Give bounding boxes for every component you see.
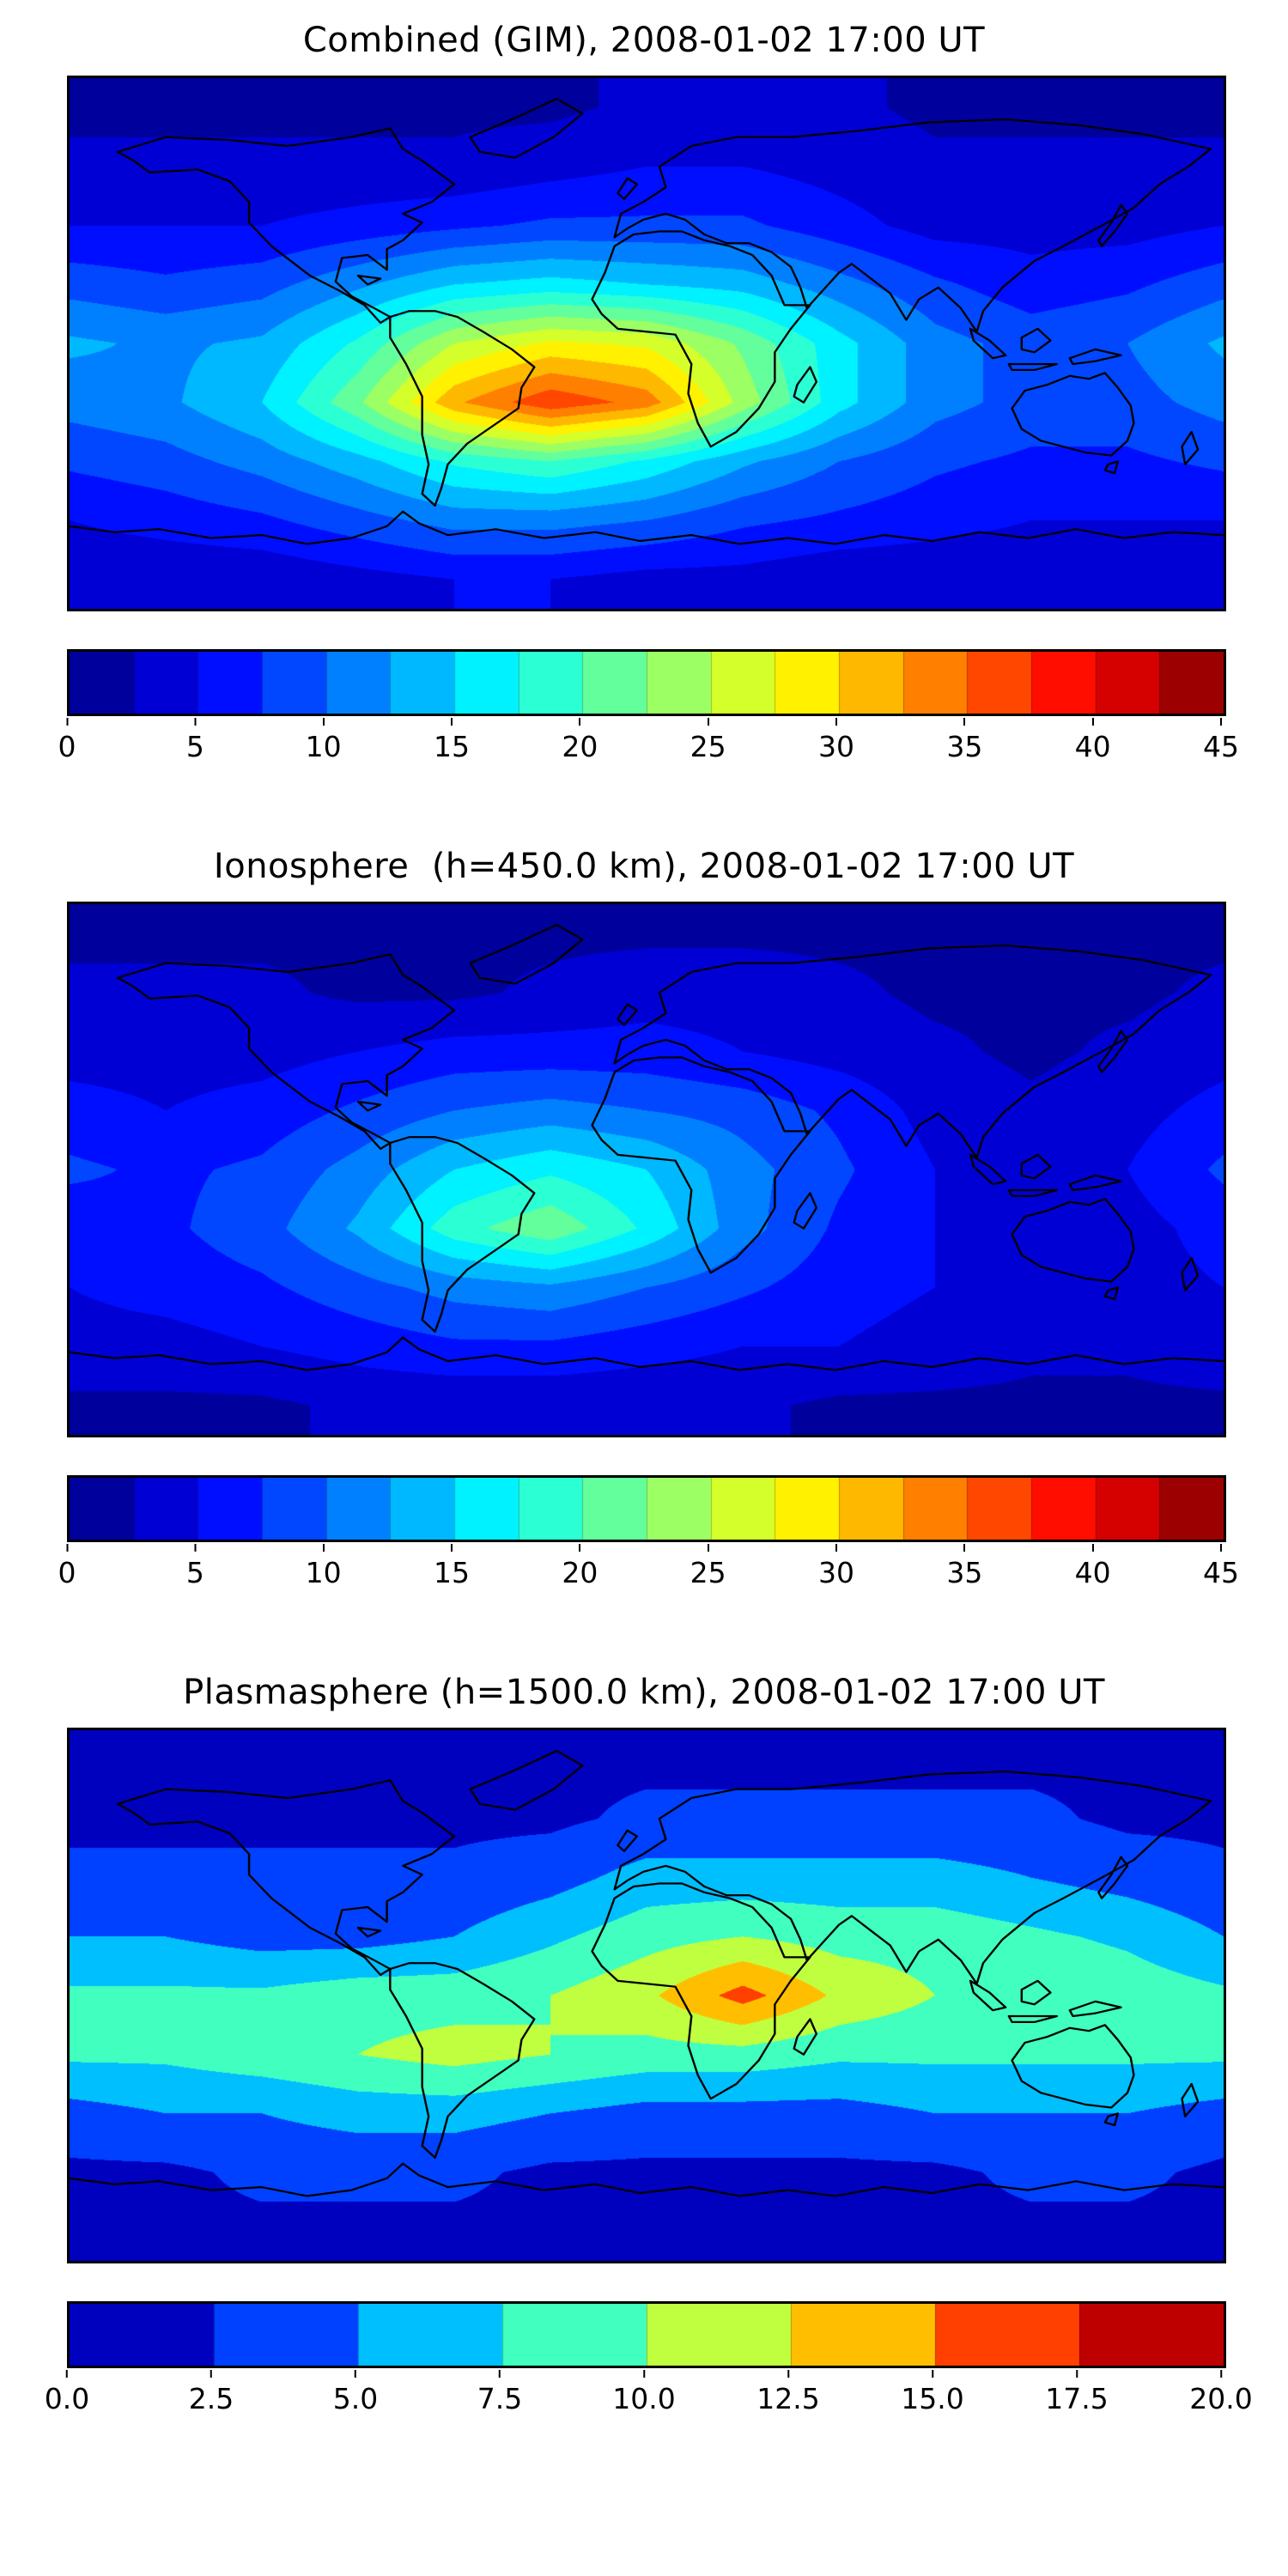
colorbar-tick-label: 12.5 xyxy=(756,2370,819,2415)
panel-combined-gim: Combined (GIM), 2008-01-02 17:00 UT 0 5 10… xyxy=(58,21,1240,771)
colorbar-tick-label: 30 xyxy=(818,718,854,763)
panel-title: Ionosphere (h=450.0 km), 2008-01-02 17:0… xyxy=(213,847,1075,886)
colorbar-tick-label: 0 xyxy=(58,1544,76,1589)
colorbar-tick-label: 2.5 xyxy=(189,2370,234,2415)
tec-heatmap-canvas xyxy=(70,1730,1224,2261)
colorbar-tick-label: 15 xyxy=(434,1544,470,1589)
colorbar-tick-label: 25 xyxy=(690,1544,726,1589)
colorbar-tick-label: 20.0 xyxy=(1189,2370,1252,2415)
colorbar-canvas xyxy=(70,652,1224,714)
colorbar-tick-label: 40 xyxy=(1075,718,1111,763)
colorbar-plasmasphere xyxy=(67,2301,1226,2368)
colorbar-tick-label: 40 xyxy=(1075,1544,1111,1589)
colorbar-tick-label: 20 xyxy=(562,718,598,763)
colorbar-tick-label: 5 xyxy=(186,1544,204,1589)
panel-ionosphere: Ionosphere (h=450.0 km), 2008-01-02 17:0… xyxy=(58,847,1240,1597)
colorbar-tick-label: 5 xyxy=(186,718,204,763)
map-plasmasphere xyxy=(67,1728,1226,2263)
panel-title: Plasmasphere (h=1500.0 km), 2008-01-02 1… xyxy=(183,1673,1105,1712)
colorbar-canvas xyxy=(70,1478,1224,1540)
map-ionosphere xyxy=(67,902,1226,1437)
colorbar-tick-label: 15.0 xyxy=(901,2370,963,2415)
map-combined-gim xyxy=(67,76,1226,611)
panel-plasmasphere: Plasmasphere (h=1500.0 km), 2008-01-02 1… xyxy=(45,1673,1253,2423)
colorbar-ionosphere xyxy=(67,1475,1226,1542)
colorbar-tick-label: 15 xyxy=(434,718,470,763)
colorbar-tick-label: 35 xyxy=(946,1544,982,1589)
colorbar-tick-labels: 0 5 10 15 20 25 30 35 40 45 xyxy=(58,718,1240,771)
colorbar-tick-label: 10 xyxy=(306,1544,342,1589)
colorbar-tick-label: 45 xyxy=(1203,1544,1239,1589)
tec-heatmap-canvas xyxy=(70,904,1224,1435)
colorbar-tick-label: 25 xyxy=(690,718,726,763)
colorbar-canvas xyxy=(70,2304,1224,2366)
colorbar-tick-labels: 0.0 2.5 5.0 7.5 10.0 12.5 15.0 17.5 20.0 xyxy=(45,2370,1253,2423)
colorbar-tick-labels: 0 5 10 15 20 25 30 35 40 45 xyxy=(58,1544,1240,1597)
colorbar-tick-label: 10 xyxy=(306,718,342,763)
tec-maps-figure: Combined (GIM), 2008-01-02 17:00 UT 0 5 10… xyxy=(0,0,1288,2423)
colorbar-tick-label: 10.0 xyxy=(612,2370,675,2415)
colorbar-tick-label: 0.0 xyxy=(45,2370,89,2415)
colorbar-combined-gim xyxy=(67,649,1226,716)
colorbar-tick-label: 30 xyxy=(818,1544,854,1589)
colorbar-tick-label: 35 xyxy=(946,718,982,763)
tec-heatmap-canvas xyxy=(70,78,1224,609)
colorbar-tick-label: 0 xyxy=(58,718,76,763)
panel-title: Combined (GIM), 2008-01-02 17:00 UT xyxy=(302,21,986,60)
colorbar-tick-label: 20 xyxy=(562,1544,598,1589)
colorbar-tick-label: 5.0 xyxy=(333,2370,378,2415)
colorbar-tick-label: 45 xyxy=(1203,718,1239,763)
colorbar-tick-label: 7.5 xyxy=(477,2370,522,2415)
colorbar-tick-label: 17.5 xyxy=(1045,2370,1108,2415)
